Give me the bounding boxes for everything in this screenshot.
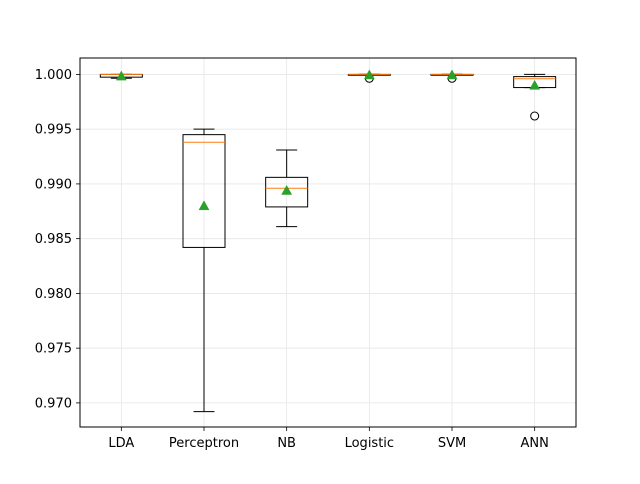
box-group — [513, 73, 557, 121]
x-tick-label: SVM — [438, 436, 466, 451]
mean-marker — [363, 69, 375, 80]
x-tick-label: Logistic — [345, 436, 394, 451]
box-group — [99, 70, 143, 81]
mean-marker — [115, 70, 127, 81]
y-tick-label: 0.990 — [35, 177, 72, 192]
box-iqr — [182, 134, 226, 248]
mean-marker — [281, 184, 293, 195]
y-tick-label: 1.000 — [35, 68, 72, 83]
x-tick-label: NB — [277, 436, 296, 451]
plot-area-frame — [79, 57, 577, 428]
y-tick-label: 0.985 — [35, 232, 72, 247]
box-group — [347, 69, 391, 83]
box-group — [265, 149, 309, 228]
box-layer — [99, 69, 557, 413]
mean-marker — [446, 69, 458, 80]
mean-marker — [198, 200, 210, 211]
x-tick-label: LDA — [108, 436, 134, 451]
y-tick-label: 0.980 — [35, 287, 72, 302]
x-tick-label: Perceptron — [169, 436, 239, 451]
y-tick-label: 0.970 — [35, 396, 72, 411]
grid-layer — [80, 58, 576, 427]
box-group — [182, 128, 226, 413]
y-tick-label: 0.995 — [35, 123, 72, 138]
box-group — [430, 69, 474, 83]
axis-layer: 0.970 0.975 0.980 0.985 0.990 0.995 1.000 LDA Pe… — [35, 68, 549, 451]
mean-marker — [529, 79, 541, 90]
x-tick-label: ANN — [520, 436, 548, 451]
outlier-point — [530, 111, 540, 121]
y-tick-label: 0.975 — [35, 342, 72, 357]
box-iqr — [265, 176, 309, 208]
